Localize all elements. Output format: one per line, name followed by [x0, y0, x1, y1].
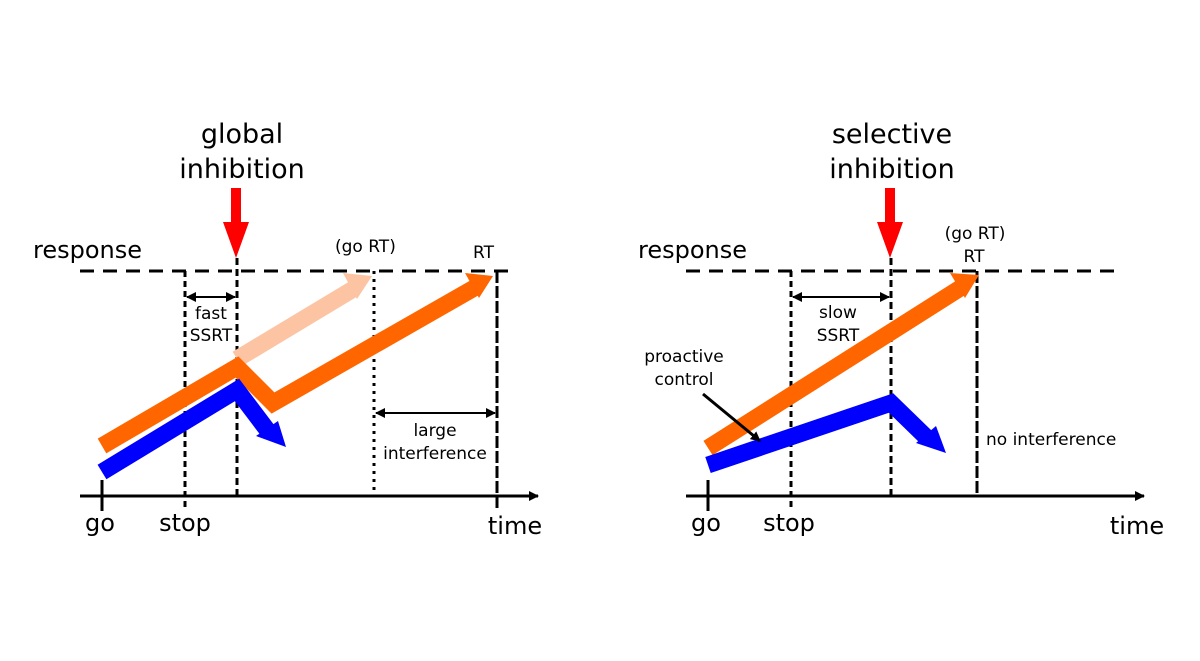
red-down-arrow-icon — [877, 188, 903, 258]
right-proactive-pointer — [702, 392, 761, 443]
left-go-label: go — [85, 509, 115, 537]
left-interference-line2: interference — [383, 444, 487, 464]
right-proactive-line1: proactive — [644, 347, 723, 367]
left-time-label: time — [488, 512, 542, 540]
right-proactive-line2: control — [655, 370, 714, 390]
right-go-rt-label: (go RT) — [945, 224, 1006, 244]
left-title-line1: global — [201, 119, 283, 150]
left-stop-label: stop — [159, 509, 211, 537]
left-go-rt-label: (go RT) — [335, 237, 396, 257]
right-interference-label: no interference — [986, 430, 1116, 450]
left-ssrt-line1: fast — [195, 304, 227, 324]
left-blue-stop-arrow — [97, 378, 286, 480]
right-rt-label: RT — [964, 247, 986, 267]
left-faded-go-arrow — [232, 273, 372, 367]
right-response-label: response — [638, 236, 747, 264]
red-down-arrow-icon — [223, 188, 249, 258]
right-title-line1: selective — [832, 119, 952, 150]
left-orange-go-arrow — [97, 273, 493, 454]
right-orange-go-arrow — [703, 273, 979, 456]
left-title-line2: inhibition — [179, 154, 305, 185]
left-rt-label: RT — [473, 243, 495, 263]
right-stop-label: stop — [763, 509, 815, 537]
right-ssrt-line2: SSRT — [817, 326, 860, 346]
right-time-label: time — [1110, 512, 1164, 540]
left-ssrt-line2: SSRT — [190, 326, 233, 346]
right-blue-stop-arrow — [705, 393, 946, 474]
right-ssrt-line1: slow — [819, 303, 857, 323]
left-response-label: response — [33, 236, 142, 264]
left-interference-line1: large — [413, 421, 456, 441]
right-go-label: go — [691, 509, 721, 537]
right-title-line2: inhibition — [829, 154, 955, 185]
left-panel: global inhibition response (go RT) RT — [33, 119, 542, 540]
right-panel: selective inhibition response (go RT) RT… — [638, 119, 1164, 540]
